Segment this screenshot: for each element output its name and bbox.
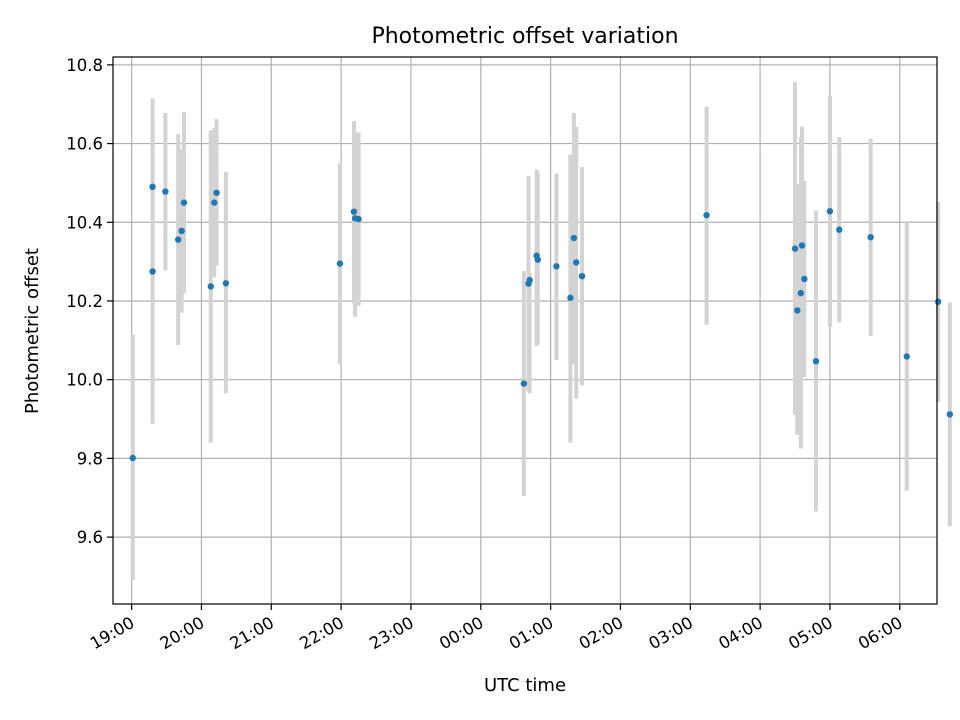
- y-tick-label: 10.6: [66, 135, 103, 154]
- data-point: [946, 411, 954, 418]
- data-point: [355, 215, 362, 223]
- y-tick-label: 10.4: [66, 213, 103, 232]
- data-point: [526, 276, 533, 284]
- data-point: [207, 283, 214, 290]
- y-tick-label: 10.0: [66, 371, 103, 390]
- plot-frame: [112, 56, 938, 605]
- x-tick-label: 19:00: [87, 613, 138, 653]
- data-point: [534, 256, 542, 263]
- data-point: [794, 307, 801, 314]
- x-tick-label: 22:00: [296, 613, 347, 653]
- data-point: [180, 199, 188, 206]
- data-point: [570, 234, 578, 242]
- data-point: [350, 208, 358, 215]
- data-point: [149, 183, 156, 191]
- data-point: [934, 298, 942, 305]
- data-point: [903, 353, 910, 360]
- data-point: [553, 263, 560, 270]
- data-point: [178, 227, 185, 235]
- data-point: [798, 242, 806, 249]
- y-axis-label: Photometric offset: [22, 248, 43, 414]
- data-point: [211, 199, 218, 206]
- x-tick-label: 23:00: [366, 613, 417, 653]
- data-point: [222, 280, 230, 287]
- x-tick-label: 02:00: [576, 613, 627, 653]
- x-tick-label: 04:00: [715, 613, 766, 653]
- y-tick-label: 10.2: [66, 292, 103, 311]
- data-point: [149, 268, 156, 275]
- data-point: [174, 236, 182, 243]
- data-point: [703, 211, 710, 219]
- x-tick-label: 20:00: [157, 613, 208, 653]
- data-point: [162, 188, 169, 195]
- data-point: [573, 259, 580, 266]
- data-point: [812, 357, 820, 365]
- chart-title: Photometric offset variation: [371, 24, 678, 49]
- data-point: [867, 234, 874, 241]
- data-point: [797, 289, 805, 297]
- y-axis-ticks: 9.6 9.8 10.0 10.2 10.4 10.6 10.8: [66, 56, 113, 547]
- x-tick-label: 01:00: [506, 613, 557, 653]
- x-tick-label: 05:00: [785, 613, 836, 653]
- data-point: [836, 226, 843, 233]
- data-point: [520, 380, 528, 387]
- y-tick-label: 9.6: [77, 528, 103, 547]
- x-tick-label: 21:00: [227, 613, 278, 653]
- data-point: [826, 208, 834, 215]
- error-bars: [130, 82, 952, 581]
- x-axis-label: UTC time: [484, 675, 566, 696]
- x-tick-label: 06:00: [855, 613, 906, 653]
- data-points: [129, 183, 954, 462]
- data-point: [578, 272, 586, 280]
- y-tick-label: 10.8: [66, 56, 103, 75]
- x-tick-label: 03:00: [646, 613, 697, 653]
- x-tick-label: 00:00: [436, 613, 487, 653]
- data-point: [791, 245, 799, 252]
- data-point: [336, 260, 344, 267]
- data-point: [213, 189, 220, 196]
- data-point: [129, 454, 136, 462]
- data-point: [801, 275, 808, 283]
- x-axis-ticks: 19:00 20:00 21:00 22:00 23:00 00:00 01:00 02:00…: [87, 604, 906, 653]
- y-tick-label: 9.8: [77, 449, 103, 468]
- data-point: [567, 294, 574, 302]
